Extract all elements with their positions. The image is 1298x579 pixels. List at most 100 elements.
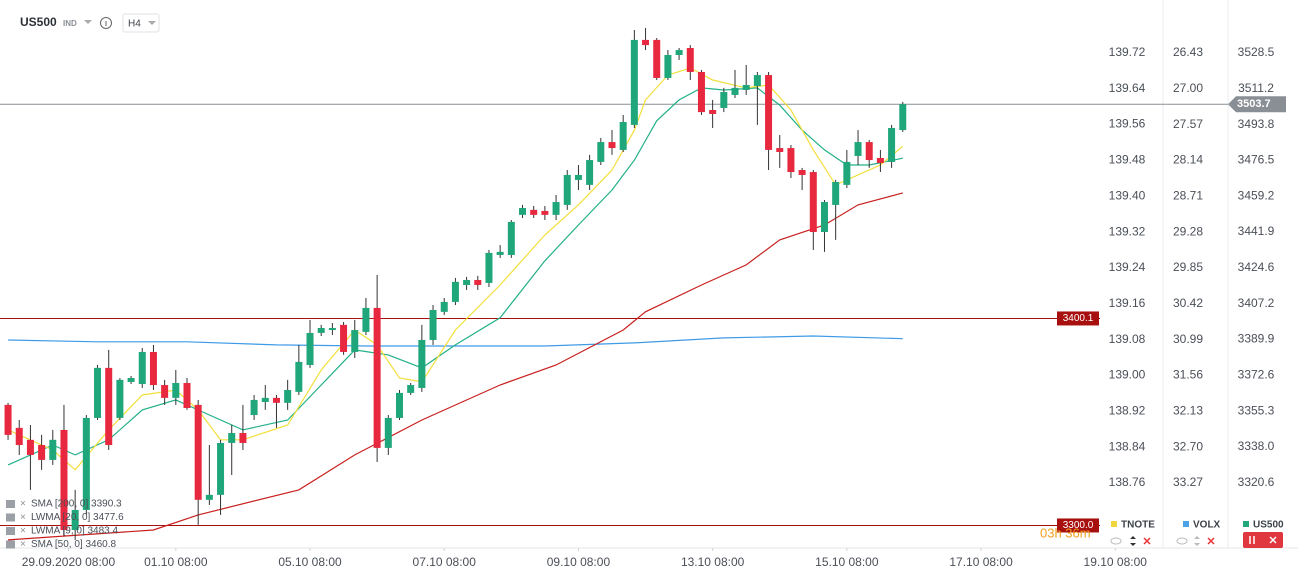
candle-body [351, 330, 359, 352]
y-tick-label: 3476.5 [1238, 153, 1275, 167]
remove-icon[interactable] [1207, 537, 1215, 545]
candle-body [418, 339, 426, 388]
candle-body [865, 142, 873, 161]
y-tick-label: 28.14 [1173, 153, 1203, 167]
candle-body [149, 351, 157, 386]
legend-entry: LWMA [9, 0] 3483.4 [31, 526, 119, 537]
indicator-line [7, 67, 904, 471]
candle-body [530, 209, 538, 215]
y-tick-label: 29.85 [1173, 260, 1203, 274]
candle-body [82, 417, 90, 510]
legend-x: × [20, 499, 26, 510]
info-icon[interactable] [100, 17, 112, 29]
x-tick-label: 15.10 08:00 [815, 555, 879, 569]
y-tick-label: 30.99 [1173, 332, 1203, 346]
level-label: 3300.0 [1063, 520, 1094, 531]
candle-body [440, 301, 448, 312]
candle-body [653, 39, 661, 78]
candle-body [742, 84, 750, 90]
eye-icon[interactable] [1110, 537, 1122, 545]
candle-body [541, 210, 549, 215]
candle-body [809, 172, 817, 233]
legend-entry: SMA [200, 0] 3390.3 [31, 499, 122, 510]
x-tick-label: 19.10 08:00 [1084, 555, 1148, 569]
candle-body [183, 382, 191, 409]
last-price-label: 3503.7 [1237, 98, 1271, 110]
candle-body [429, 309, 437, 340]
level-label: 3400.1 [1063, 313, 1094, 324]
candle-body [60, 429, 68, 531]
x-tick-label: 09.10 08:00 [547, 555, 611, 569]
candle-body [597, 142, 605, 162]
candle-body [787, 148, 795, 173]
y-tick-label: 29.28 [1173, 224, 1203, 238]
candle-body [362, 307, 370, 332]
candle-body [94, 367, 102, 418]
candle-body [519, 208, 527, 215]
remove-icon[interactable] [1143, 537, 1151, 545]
indicator-line [8, 192, 903, 541]
axes: 3528.5 3511.2 3493.8 3476.5 3459.2 3441.9 3424… [22, 45, 1290, 569]
candle-body [720, 92, 728, 108]
y-tick-label: 3407.2 [1238, 296, 1275, 310]
candle-body [4, 404, 12, 435]
button-icon [1249, 536, 1255, 544]
candle-body [888, 128, 896, 162]
x-tick-label: 07.10 08:00 [413, 555, 477, 569]
order-icon[interactable] [1130, 536, 1136, 546]
instrument-legend: TNOTE VOLX US500 [1110, 520, 1284, 548]
x-tick-label: 29.09.2020 08:00 [22, 555, 116, 569]
candle-body [239, 433, 247, 443]
candle-body [608, 142, 616, 149]
candle-body [586, 160, 594, 185]
level-tag [1057, 518, 1099, 533]
market: IND [63, 19, 77, 28]
level-tag [1057, 311, 1099, 326]
candle-body [71, 509, 79, 531]
timeframe-button[interactable] [122, 13, 160, 33]
candle-body [15, 427, 23, 446]
y-tick-label: 31.56 [1173, 368, 1203, 382]
candle-body [664, 55, 672, 78]
candle-body [105, 367, 113, 446]
candle-body [306, 332, 314, 365]
candle-body [507, 221, 515, 255]
legend-icon [6, 500, 15, 508]
candle-body [563, 174, 571, 205]
y-tick-label: 30.42 [1173, 296, 1203, 310]
y-tick-label: 3511.2 [1238, 81, 1274, 95]
candle-body [843, 161, 851, 185]
candle-body [407, 385, 415, 393]
symbol[interactable]: US500 [20, 15, 57, 29]
instrument-name: VOLX [1193, 520, 1221, 531]
candle-body [753, 75, 761, 87]
y-tick-label: 33.27 [1173, 475, 1203, 489]
order-icon[interactable] [1194, 536, 1200, 546]
instrument-button[interactable] [1243, 532, 1283, 548]
dropdown-arrow[interactable] [148, 21, 156, 25]
x-tick-label: 05.10 08:00 [278, 555, 342, 569]
indicator-line [8, 335, 903, 347]
timeframe: H4 [128, 19, 141, 30]
y-tick-label: 139.48 [1109, 153, 1146, 167]
candle-body [552, 202, 560, 215]
y-tick-label: 3459.2 [1238, 188, 1275, 202]
eye-icon[interactable] [1176, 537, 1188, 545]
candle-body [474, 279, 482, 285]
candle-body [217, 442, 225, 495]
candle-body [384, 417, 392, 448]
y-tick-label: 3338.0 [1238, 439, 1275, 453]
candle-body [686, 47, 694, 72]
y-tick-label: 3441.9 [1238, 224, 1275, 238]
candle-body [451, 281, 459, 302]
y-tick-label: 139.00 [1109, 368, 1146, 382]
dropdown-arrow[interactable] [84, 20, 92, 24]
legend-entry: SMA [50, 0] 3460.8 [31, 539, 116, 550]
y-tick-label: 139.72 [1109, 45, 1146, 59]
y-tick-label: 3389.9 [1238, 332, 1275, 346]
legend-swatch [1243, 521, 1249, 527]
candle-body [876, 157, 884, 163]
candle-body [820, 202, 828, 233]
candle-body [731, 87, 739, 95]
